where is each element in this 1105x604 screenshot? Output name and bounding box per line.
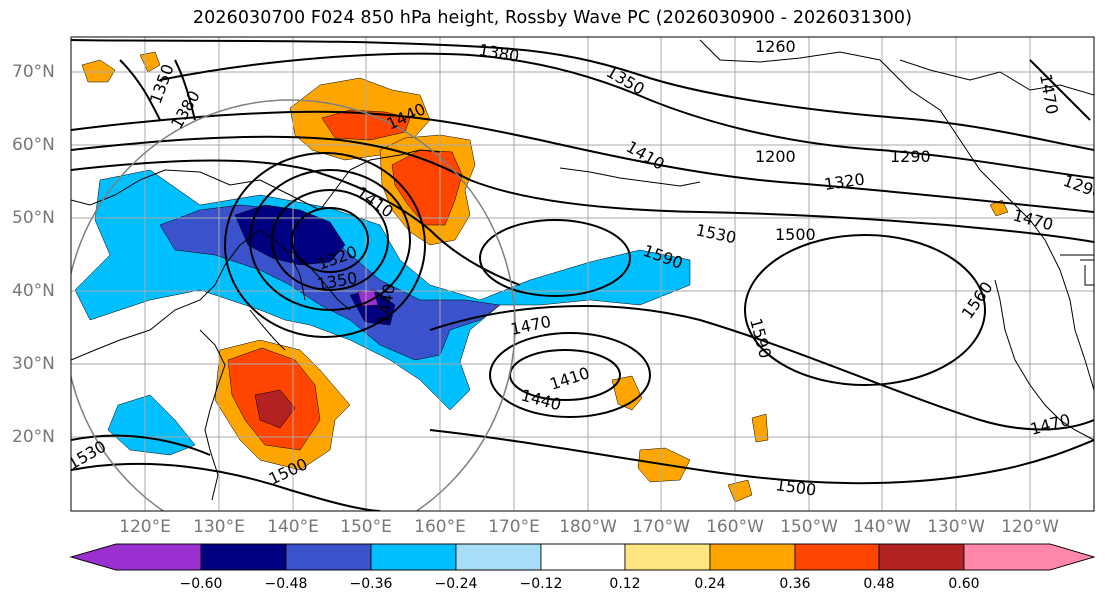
colorbar-segment <box>200 543 287 571</box>
colorbar-segment <box>794 543 880 571</box>
height-contours <box>71 39 1094 511</box>
orange-patch-arctic-1 <box>81 59 116 83</box>
contour-label: 1200 <box>755 147 796 166</box>
orange-patch-tropic-2 <box>727 479 753 503</box>
longitude-label: 150°E <box>340 517 392 537</box>
latitude-label: 50°N <box>12 208 55 228</box>
colorbar-tick-label: 0.24 <box>694 576 726 592</box>
longitude-label: 120°E <box>119 517 171 537</box>
longitude-label: 160°W <box>706 517 764 537</box>
colorbar-segment <box>455 543 542 571</box>
longitude-label: 120°W <box>1001 517 1059 537</box>
colorbar-tick-label: −0.12 <box>519 576 563 592</box>
low-center-contour <box>291 207 369 273</box>
graticule <box>71 37 1094 511</box>
high-center-contour <box>479 219 631 297</box>
longitude-label: 130°W <box>927 517 985 537</box>
colorbar-tick-label: 0.12 <box>609 576 641 592</box>
reference-circle <box>71 99 516 511</box>
colorbar-tick-label: 0.48 <box>863 576 895 592</box>
colorbar-tick-label: 0.36 <box>779 576 811 592</box>
colorbar-segment <box>370 543 457 571</box>
colorbar-segment <box>285 543 372 571</box>
colorbar-tick-label: −0.60 <box>179 576 223 592</box>
colorbar-tick-label: 0.60 <box>948 576 980 592</box>
colorbar-segment <box>540 543 626 571</box>
longitude-label: 160°E <box>414 517 466 537</box>
longitude-label: 130°E <box>193 517 245 537</box>
longitude-label: 140°W <box>853 517 911 537</box>
contour-label: 1290 <box>890 147 931 166</box>
map-frame <box>70 36 1095 512</box>
colorbar <box>69 543 1096 571</box>
latitude-label: 60°N <box>12 135 55 155</box>
map-title: 2026030700 F024 850 hPa height, Rossby W… <box>192 8 913 28</box>
contour-label: 1500 <box>775 225 816 244</box>
colorbar-segment <box>624 543 711 571</box>
colorbar-segment <box>69 543 202 571</box>
longitude-label: 150°W <box>780 517 838 537</box>
latitude-label: 40°N <box>12 281 55 301</box>
orange-patch-tropic-3 <box>751 413 769 443</box>
darkred-patch-subtropical <box>254 389 296 429</box>
latitude-label: 20°N <box>12 427 55 447</box>
colorbar-tick-label: −0.48 <box>264 576 308 592</box>
longitude-label: 180°W <box>559 517 617 537</box>
orange-patch-mid <box>611 375 643 411</box>
colorbar-segment <box>709 543 796 571</box>
latitude-label: 70°N <box>12 62 55 82</box>
latitude-label: 30°N <box>12 354 55 374</box>
light-blue-patch-south <box>107 394 196 456</box>
colorbar-tick-label: −0.36 <box>349 576 393 592</box>
colorbar-segment <box>878 543 965 571</box>
longitude-label: 140°E <box>267 517 319 537</box>
colorbar-tick-label: −0.24 <box>434 576 478 592</box>
longitude-label: 170°W <box>632 517 690 537</box>
contour-label: 1260 <box>755 37 796 56</box>
longitude-label: 170°E <box>488 517 540 537</box>
colorbar-segment <box>963 543 1096 571</box>
navy-patch <box>234 204 346 266</box>
